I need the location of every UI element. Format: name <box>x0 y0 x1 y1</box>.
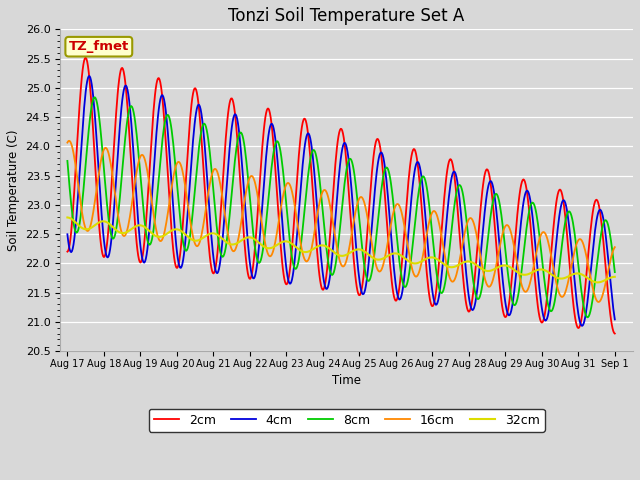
2cm <box>186 118 194 123</box>
16cm <box>186 216 194 222</box>
Line: 32cm: 32cm <box>67 217 615 282</box>
X-axis label: Time: Time <box>332 374 361 387</box>
Line: 2cm: 2cm <box>67 58 615 334</box>
16cm <box>215 175 223 180</box>
32cm <box>611 274 619 280</box>
8cm <box>74 229 81 235</box>
8cm <box>408 246 416 252</box>
32cm <box>130 225 138 230</box>
2cm <box>131 213 138 218</box>
Line: 8cm: 8cm <box>67 97 615 317</box>
8cm <box>424 195 432 201</box>
Text: TZ_fmet: TZ_fmet <box>68 40 129 53</box>
Title: Tonzi Soil Temperature Set A: Tonzi Soil Temperature Set A <box>228 7 465 25</box>
4cm <box>611 316 619 322</box>
4cm <box>63 231 71 237</box>
32cm <box>593 279 601 285</box>
8cm <box>611 269 619 275</box>
32cm <box>63 215 71 220</box>
8cm <box>186 234 194 240</box>
2cm <box>74 138 81 144</box>
4cm <box>408 186 416 192</box>
8cm <box>131 114 138 120</box>
Line: 16cm: 16cm <box>67 141 615 302</box>
4cm <box>215 266 223 272</box>
2cm <box>215 234 223 240</box>
8cm <box>63 158 71 164</box>
2cm <box>408 149 416 155</box>
4cm <box>186 178 194 184</box>
4cm <box>578 323 586 329</box>
16cm <box>131 183 138 189</box>
2cm <box>424 285 432 290</box>
16cm <box>611 244 619 250</box>
2cm <box>82 55 90 60</box>
2cm <box>63 249 71 254</box>
Legend: 2cm, 4cm, 8cm, 16cm, 32cm: 2cm, 4cm, 8cm, 16cm, 32cm <box>148 409 545 432</box>
16cm <box>74 181 82 187</box>
16cm <box>424 223 432 229</box>
16cm <box>595 299 603 305</box>
4cm <box>424 248 432 254</box>
16cm <box>408 267 416 273</box>
8cm <box>215 241 223 247</box>
32cm <box>214 232 222 238</box>
4cm <box>86 73 93 79</box>
8cm <box>91 95 99 100</box>
32cm <box>408 260 415 265</box>
Line: 4cm: 4cm <box>67 76 615 326</box>
2cm <box>611 331 619 336</box>
32cm <box>186 235 193 240</box>
4cm <box>131 164 138 170</box>
4cm <box>74 203 81 209</box>
16cm <box>63 140 71 145</box>
32cm <box>424 255 431 261</box>
32cm <box>74 221 81 227</box>
8cm <box>584 314 591 320</box>
16cm <box>65 138 73 144</box>
Y-axis label: Soil Temperature (C): Soil Temperature (C) <box>7 130 20 251</box>
